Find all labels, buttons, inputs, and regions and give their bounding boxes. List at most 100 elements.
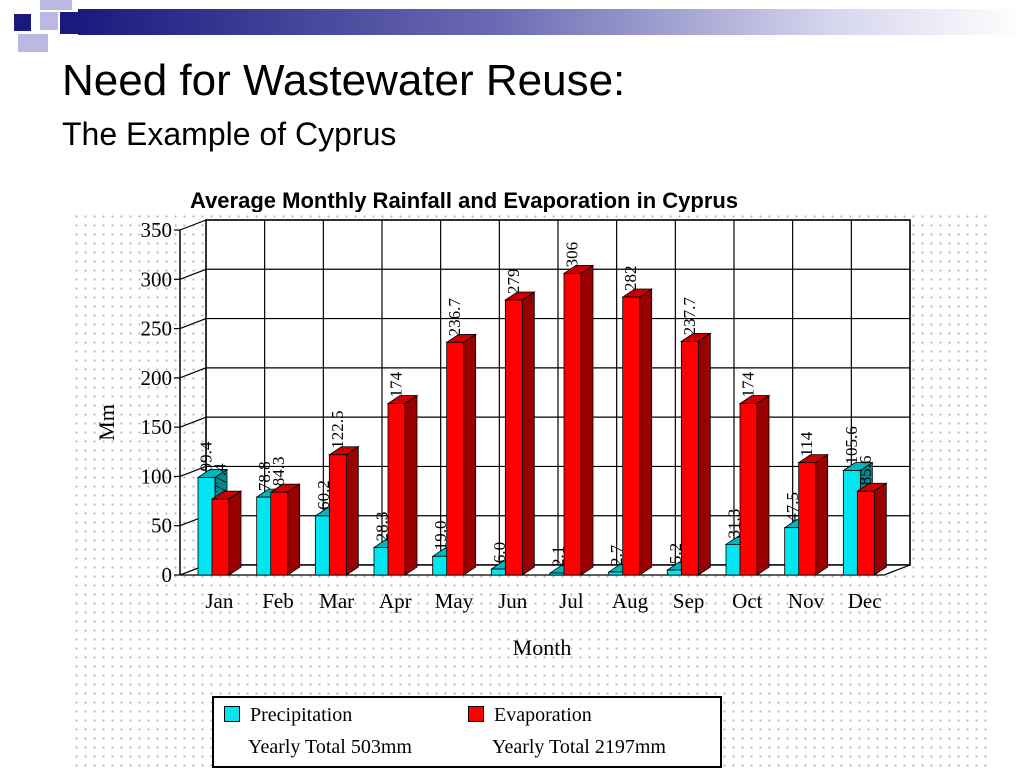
bar-value-label: 47.5	[783, 492, 802, 522]
bar-front	[270, 491, 289, 576]
legend-label-evaporation: Evaporation	[494, 704, 592, 726]
bar-value-label: 19.0	[431, 521, 450, 551]
bar-value-label: 84.3	[269, 456, 288, 486]
x-tick-label: Oct	[732, 589, 762, 613]
chart-title: Average Monthly Rainfall and Evaporation…	[190, 188, 739, 213]
bar-value-label: 114	[797, 431, 816, 456]
bar-value-label: 5.2	[666, 543, 685, 564]
gridline-diagonal	[179, 219, 207, 231]
header-gradient-bar	[78, 9, 1024, 35]
bar-side	[639, 288, 653, 576]
bar-value-label: 236.7	[445, 298, 464, 337]
y-tick-label: 0	[162, 563, 173, 587]
bar-front	[856, 490, 875, 576]
x-tick-label: May	[435, 589, 474, 613]
bar-evaporation	[328, 445, 360, 576]
x-tick-label: Aug	[612, 589, 649, 613]
bar-side	[463, 333, 477, 576]
bar-evaporation	[445, 333, 477, 576]
bar-value-label: 2.7	[607, 544, 626, 566]
x-tick-label: Jul	[559, 589, 584, 613]
bar-chart: 0 50 100 150 200 250 300 350 99.477.4 Jan 78.884.3…	[94, 218, 911, 660]
legend-swatch-evaporation	[468, 706, 484, 722]
bar-side	[756, 394, 770, 576]
bar-front	[504, 299, 523, 576]
bar-value-label: 77.4	[211, 463, 230, 493]
y-tick-label: 250	[141, 317, 173, 341]
bar-front	[211, 498, 230, 576]
gridline-diagonal	[179, 318, 207, 330]
corner-square-lavender-1	[40, 0, 72, 10]
corner-square-lavender-3	[18, 34, 36, 52]
bar-side	[815, 453, 829, 576]
bar-evaporation	[269, 483, 301, 576]
bar-value-label: 237.7	[680, 297, 699, 336]
x-tick-label: Dec	[848, 589, 882, 613]
corner-square-navy-2	[60, 12, 78, 34]
bar-front	[387, 403, 406, 576]
bar-side	[580, 264, 594, 576]
legend-swatch-precipitation	[224, 706, 240, 722]
bar-value-label: 122.5	[328, 410, 347, 448]
x-tick-label: Nov	[788, 589, 825, 613]
y-tick-label: 300	[141, 267, 173, 291]
x-tick-label: Sep	[673, 589, 705, 613]
bar-value-label: 31.3	[725, 509, 744, 539]
legend-total-evaporation: Yearly Total 2197mm	[492, 736, 666, 758]
corner-square-navy-1	[14, 14, 31, 31]
bar-value-label: 99.4	[197, 441, 216, 471]
bar-value-label: 174	[387, 371, 406, 397]
legend-label-precipitation: Precipitation	[250, 704, 353, 726]
legend-item-evaporation: Evaporation	[468, 704, 592, 727]
bar-side	[228, 490, 242, 576]
bar-evaporation	[621, 288, 653, 576]
x-axis-title: Month	[513, 635, 572, 660]
gridline-diagonal	[179, 465, 207, 477]
bar-front	[563, 272, 582, 576]
chart-legend: Precipitation Evaporation Yearly Total 5…	[212, 696, 722, 768]
bar-front	[328, 454, 347, 576]
legend-total-precipitation: Yearly Total 503mm	[248, 736, 412, 758]
slide-title: Need for Wastewater Reuse:	[62, 56, 626, 105]
bar-front	[739, 403, 758, 576]
bar-front	[798, 462, 817, 576]
bar-side	[287, 483, 301, 576]
bar-value-label: 282	[621, 266, 640, 292]
bar-value-label: 85.6	[856, 455, 875, 485]
y-tick-label: 50	[151, 514, 172, 538]
x-tick-label: Apr	[379, 589, 412, 613]
corner-square-lavender-4	[36, 34, 48, 52]
bar-evaporation	[680, 332, 712, 576]
bar-value-label: 78.8	[255, 461, 274, 491]
bar-front	[622, 296, 641, 576]
bar-value-label: 306	[563, 242, 582, 268]
y-tick-label: 150	[141, 415, 173, 439]
bar-evaporation	[797, 453, 829, 576]
corner-square-lavender-2	[40, 12, 58, 30]
bar-value-label: 28.3	[373, 512, 392, 542]
bar-evaporation	[504, 291, 536, 576]
bar-value-label: 60.2	[314, 480, 333, 510]
bar-evaporation	[856, 482, 888, 576]
x-tick-label: Mar	[319, 589, 354, 613]
y-tick-label: 200	[141, 366, 173, 390]
bar-value-label: 105.6	[842, 426, 861, 464]
bar-evaporation	[210, 490, 243, 576]
bar-front	[680, 340, 699, 576]
bar-evaporation	[562, 264, 595, 576]
y-tick-label: 100	[141, 464, 173, 488]
y-axis-title: Mm	[94, 404, 119, 441]
gridline-diagonal	[179, 416, 207, 428]
gridline-diagonal	[179, 268, 207, 280]
y-tick-label: 350	[141, 218, 173, 242]
bar-evaporation	[738, 394, 771, 576]
x-tick-label: Jun	[498, 589, 528, 613]
bar-value-label: 174	[739, 371, 758, 397]
x-tick-label: Feb	[262, 589, 294, 613]
bar-side	[345, 445, 359, 576]
x-tick-label: Jan	[205, 589, 233, 613]
bar-side	[404, 394, 418, 576]
bar-value-label: 6.0	[490, 542, 509, 563]
bar-value-label: 279	[504, 268, 523, 294]
bar-side	[873, 482, 887, 576]
